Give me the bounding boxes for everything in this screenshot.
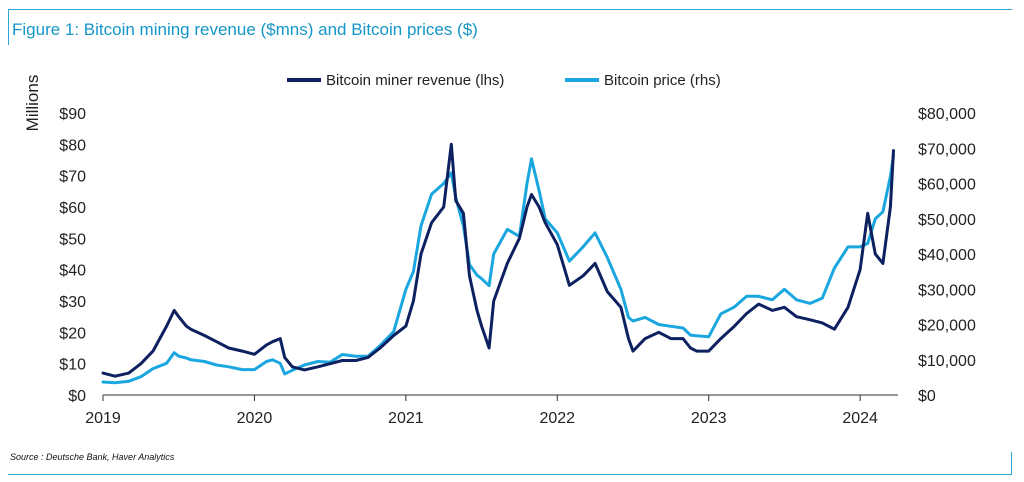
y-tick-label-left: $80 (59, 137, 86, 154)
y-tick-label-right: $30,000 (918, 282, 976, 299)
legend: Bitcoin miner revenue (lhs) Bitcoin pric… (287, 72, 721, 89)
y-axis-label-left: Millions (23, 75, 42, 132)
x-tick-label: 2021 (388, 410, 424, 427)
y-tick-label-left: $20 (59, 325, 86, 342)
y-tick-label-left: $50 (59, 231, 86, 248)
y-tick-label-left: $40 (59, 263, 86, 280)
frame-right-rule (1011, 452, 1012, 474)
y-tick-label-right: $80,000 (918, 106, 976, 123)
series-line-miner-revenue (101, 142, 895, 378)
x-tick-label: 2019 (85, 410, 121, 427)
legend-label-miner-revenue: Bitcoin miner revenue (lhs) (326, 72, 504, 89)
frame-top-rule (8, 9, 1012, 10)
series-layer (101, 142, 895, 385)
y-tick-label-right: $0 (918, 388, 936, 405)
y-tick-label-left: $0 (68, 388, 86, 405)
ticks-layer: 2019 2020 2021 2022 2023 2024 $0 $10 $20 $30 $40 $5… (59, 106, 976, 427)
x-tick-label: 2024 (842, 410, 878, 427)
y-tick-label-left: $10 (59, 357, 86, 374)
y-tick-label-right: $20,000 (918, 318, 976, 335)
legend-label-bitcoin-price: Bitcoin price (rhs) (604, 72, 721, 89)
y-tick-label-left: $70 (59, 169, 86, 186)
x-tick-label: 2023 (691, 410, 727, 427)
y-tick-label-left: $90 (59, 106, 86, 123)
source-note: Source : Deutsche Bank, Haver Analytics (10, 452, 175, 462)
series-line-bitcoin-price (101, 153, 895, 385)
y-tick-label-right: $10,000 (918, 353, 976, 370)
frame-bottom-rule (8, 474, 1012, 475)
y-tick-label-right: $60,000 (918, 177, 976, 194)
y-tick-label-right: $40,000 (918, 247, 976, 264)
x-tick-label: 2020 (237, 410, 273, 427)
y-tick-label-left: $30 (59, 294, 86, 311)
x-tick-label: 2022 (539, 410, 575, 427)
y-tick-label-right: $50,000 (918, 212, 976, 229)
figure-title: Figure 1: Bitcoin mining revenue ($mns) … (12, 20, 478, 39)
y-tick-label-left: $60 (59, 200, 86, 217)
frame-left-rule (8, 9, 9, 45)
y-tick-label-right: $70,000 (918, 141, 976, 158)
